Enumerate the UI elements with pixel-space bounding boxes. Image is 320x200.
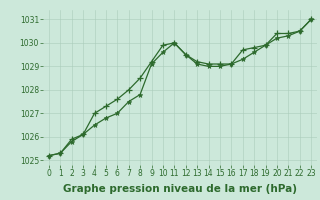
X-axis label: Graphe pression niveau de la mer (hPa): Graphe pression niveau de la mer (hPa) — [63, 184, 297, 194]
